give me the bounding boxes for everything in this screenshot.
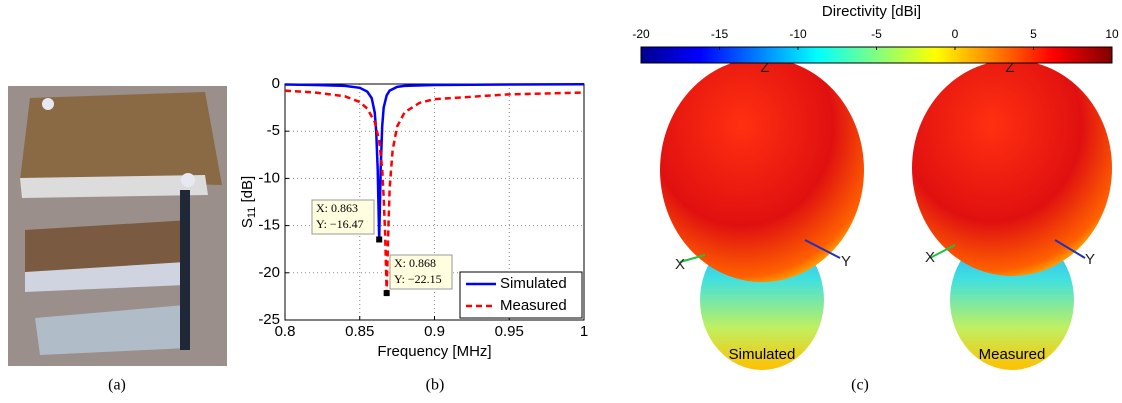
y-axis-label: S11 [dB]: [239, 176, 258, 228]
pattern-sim: [660, 58, 864, 370]
y-tick-label: -20: [258, 264, 280, 281]
datatip-text: Y: −22.15: [394, 272, 442, 286]
legend-label: Measured: [500, 297, 567, 314]
colorbar-tick-label: 10: [1105, 27, 1119, 41]
datatip-text: X: 0.868: [394, 256, 436, 270]
y-tick-label: -15: [258, 217, 280, 234]
pattern-label: Simulated: [729, 346, 796, 363]
colorbar-title: Directivity [dBi]: [822, 3, 921, 20]
datatip-marker: [376, 236, 383, 243]
colorbar-tick-label: -5: [871, 27, 882, 41]
panel-label: (a): [108, 377, 126, 394]
y-tick-label: -25: [258, 311, 280, 328]
axis-letter: X: [675, 256, 685, 273]
axis-letter: Y: [841, 253, 851, 270]
datatip-box: [311, 199, 375, 235]
x-tick-label: 0.8: [275, 323, 296, 340]
series-line: [284, 89, 585, 294]
series-line: [284, 83, 585, 240]
panel-label: (c): [851, 377, 869, 394]
legend-label: Simulated: [500, 275, 567, 292]
axis-letter: Z: [1005, 59, 1014, 76]
axis-letter: X: [925, 249, 935, 266]
x-axis-label: Frequency [MHz]: [377, 343, 491, 360]
datatip-text: X: 0.863: [316, 201, 358, 215]
x-tick-label: 0.85: [345, 323, 374, 340]
y-tick-label: 0: [272, 75, 280, 92]
y-axis-label-part: [dB]: [239, 176, 256, 207]
colorbar-tick-label: 5: [1030, 27, 1037, 41]
legend: [459, 271, 583, 319]
axis-letter: Y: [1085, 251, 1095, 268]
colorbar-tick-label: -15: [711, 27, 729, 41]
photo: [8, 86, 227, 366]
datatip-box: [389, 254, 453, 290]
y-tick-label: -5: [267, 122, 280, 139]
y-axis-label-part: 11: [246, 207, 258, 218]
x-tick-label: 0.95: [495, 323, 524, 340]
x-tick-label: 1: [580, 323, 588, 340]
datatip-marker: [383, 290, 390, 297]
panel-label: (b): [426, 377, 445, 394]
y-axis-label-part: S: [239, 218, 256, 228]
colorbar-tick-label: -20: [632, 27, 650, 41]
colorbar-tick-label: -10: [789, 27, 807, 41]
pattern-label: Measured: [979, 346, 1046, 363]
y-tick-label: -10: [258, 169, 280, 186]
x-tick-label: 0.9: [424, 323, 445, 340]
pattern-meas: [912, 60, 1112, 370]
datatip-text: Y: −16.47: [316, 217, 364, 231]
axis-letter: Z: [760, 59, 769, 76]
colorbar-tick-label: 0: [952, 27, 959, 41]
